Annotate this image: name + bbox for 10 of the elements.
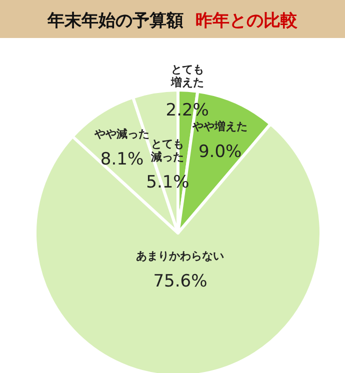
slice-label: やや減った: [94, 128, 150, 141]
slice-label: とても増えた: [170, 63, 204, 89]
data-label: 8.1%: [100, 150, 144, 170]
slice-label: あまりかわらない: [136, 250, 224, 263]
slice-label: とても減った: [150, 137, 184, 164]
chart-title: 年末年始の予算額: [46, 11, 184, 31]
data-label: 9.0%: [198, 142, 242, 162]
chart-subtitle: 昨年との比較: [196, 11, 298, 31]
data-label: 75.6%: [153, 272, 208, 292]
data-label: 5.1%: [146, 172, 190, 192]
